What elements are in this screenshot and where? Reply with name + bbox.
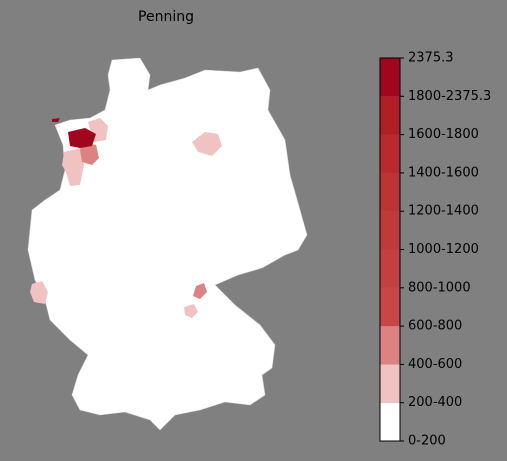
colorbar-label: 600-800 — [408, 319, 462, 334]
germany-map — [27, 57, 308, 431]
map-title: Penning — [138, 9, 194, 25]
colorbar-segment — [380, 326, 400, 365]
colorbar-label: 1200-1400 — [408, 204, 479, 219]
colorbar-segment — [380, 287, 400, 327]
colorbar-label: 400-600 — [408, 357, 462, 372]
region — [192, 132, 222, 156]
region — [80, 142, 99, 165]
colorbar-label: 0-200 — [408, 434, 446, 449]
colorbar-label: 2375.3 — [408, 51, 454, 66]
colorbar-segment — [380, 402, 400, 441]
colorbar-label: 1600-1800 — [408, 127, 479, 142]
colorbar-label: 1400-1600 — [408, 165, 479, 180]
colorbar-segment — [380, 364, 400, 403]
colorbar-segment — [380, 249, 400, 288]
region — [68, 128, 96, 148]
colorbar-label: 800-1000 — [408, 280, 471, 295]
colorbar-segment — [380, 211, 400, 250]
colorbar-segment — [380, 96, 400, 135]
region — [193, 283, 207, 299]
region — [52, 118, 60, 122]
region — [30, 281, 48, 304]
region — [62, 148, 84, 186]
colorbar: 0-200 200-400 400-600 600-800 800-1000 1000-1… — [379, 51, 491, 449]
country-outline — [27, 57, 308, 431]
colorbar-segment — [380, 58, 400, 97]
colorbar-segment — [380, 134, 400, 173]
colorbar-label: 1000-1200 — [408, 242, 479, 257]
colorbar-label: 200-400 — [408, 395, 462, 410]
region — [184, 304, 198, 318]
colorbar-label: 1800-2375.3 — [408, 89, 491, 104]
colorbar-segment — [380, 172, 400, 212]
